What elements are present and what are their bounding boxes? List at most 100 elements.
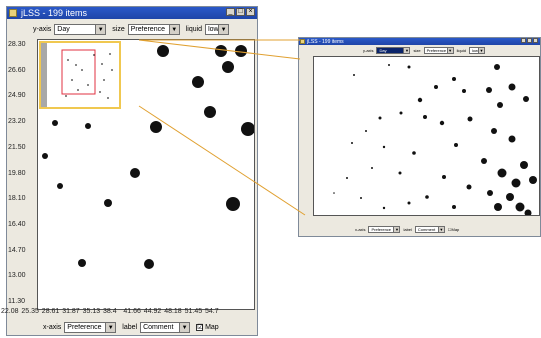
minimap-point: [109, 53, 111, 55]
zoom-x-axis-select[interactable]: Preference ▼: [368, 226, 401, 233]
zoom-data-point[interactable]: [398, 171, 402, 175]
zoom-data-point[interactable]: [452, 205, 456, 209]
zoom-data-point[interactable]: [515, 202, 525, 212]
zoom-scatter-plot[interactable]: [313, 56, 540, 216]
zoom-data-point[interactable]: [481, 158, 487, 164]
data-point[interactable]: [144, 259, 154, 269]
zoom-data-point[interactable]: [524, 209, 532, 216]
y-tick-label: 18.10: [8, 195, 26, 203]
main-scatter-plot[interactable]: [37, 39, 255, 310]
zoom-data-point[interactable]: [442, 175, 446, 179]
zoom-data-point[interactable]: [467, 116, 473, 122]
data-point[interactable]: [57, 183, 63, 189]
x-tick-label: 44.92: [143, 308, 162, 315]
zoom-data-point[interactable]: [439, 120, 445, 126]
zoom-data-point[interactable]: [497, 102, 503, 108]
data-point[interactable]: [235, 45, 247, 57]
zoom-data-point[interactable]: [353, 74, 355, 76]
zoom-data-point[interactable]: [371, 167, 373, 169]
maximize-button[interactable]: □: [236, 8, 245, 16]
zoom-data-point[interactable]: [378, 116, 382, 120]
minimap-point: [77, 89, 79, 91]
zoom-data-point[interactable]: [466, 184, 472, 190]
zoom-data-point[interactable]: [417, 97, 423, 103]
x-axis-select[interactable]: Preference ▼: [64, 322, 117, 333]
zoom-data-point[interactable]: [346, 177, 348, 179]
minimap-point: [87, 84, 89, 86]
zoom-data-point[interactable]: [360, 197, 362, 199]
data-point[interactable]: [204, 106, 216, 118]
zoom-label-select[interactable]: Comment ▼: [414, 226, 445, 233]
size-select[interactable]: Preference ▼: [127, 24, 180, 35]
zoom-size-select[interactable]: Preference ▼: [423, 47, 454, 54]
data-point[interactable]: [150, 121, 162, 133]
zoom-map-checkbox[interactable]: ☐: [447, 227, 452, 232]
zoom-data-point[interactable]: [454, 143, 458, 147]
zoom-data-point[interactable]: [491, 128, 497, 134]
zoom-data-point[interactable]: [462, 89, 466, 93]
data-point[interactable]: [215, 45, 227, 57]
data-point[interactable]: [241, 122, 254, 136]
zoom-y-axis-label: y-axis: [363, 48, 374, 53]
close-button[interactable]: ×: [246, 8, 255, 16]
zoom-data-point[interactable]: [529, 176, 537, 184]
map-checkbox[interactable]: ☑: [196, 324, 204, 331]
zoom-data-point[interactable]: [497, 168, 507, 178]
data-point[interactable]: [130, 168, 140, 178]
chevron-down-icon: ▼: [477, 48, 484, 53]
data-point[interactable]: [52, 120, 58, 126]
window-controls: _ □ ×: [226, 8, 255, 16]
minimize-button[interactable]: _: [226, 8, 235, 16]
zoom-data-point[interactable]: [452, 77, 456, 81]
zoom-data-point[interactable]: [523, 96, 529, 102]
zoom-data-point[interactable]: [511, 178, 521, 188]
zoom-data-point[interactable]: [434, 85, 438, 89]
label-select[interactable]: Comment ▼: [140, 322, 191, 333]
data-point[interactable]: [226, 197, 240, 211]
data-point[interactable]: [42, 153, 48, 159]
data-point[interactable]: [104, 199, 112, 207]
data-point[interactable]: [157, 45, 169, 57]
zoom-data-point[interactable]: [407, 65, 411, 69]
zoom-data-point[interactable]: [520, 161, 528, 169]
zoom-liquid-select[interactable]: low ▼: [468, 47, 485, 54]
close-button[interactable]: [533, 38, 538, 43]
zoom-data-point[interactable]: [382, 145, 386, 149]
data-point[interactable]: [192, 76, 204, 88]
zoom-data-point[interactable]: [399, 111, 403, 115]
map-checkbox-label: Map: [205, 324, 219, 331]
minimize-button[interactable]: [521, 38, 526, 43]
data-point[interactable]: [222, 61, 234, 73]
data-point[interactable]: [78, 259, 86, 267]
size-label: size: [112, 26, 125, 33]
zoom-y-axis-select[interactable]: Day ▼: [376, 47, 411, 54]
chevron-down-icon: ▼: [403, 48, 410, 53]
chevron-down-icon: ▼: [168, 25, 179, 34]
liquid-select[interactable]: low ▼: [205, 24, 230, 35]
zoom-titlebar[interactable]: jLSS - 199 items: [299, 38, 540, 45]
zoom-data-point[interactable]: [486, 87, 492, 93]
zoom-data-point[interactable]: [351, 142, 353, 144]
minimap-viewport[interactable]: [61, 49, 96, 95]
zoom-data-point[interactable]: [412, 151, 416, 155]
zoom-data-point[interactable]: [487, 190, 493, 196]
zoom-data-point[interactable]: [365, 130, 367, 132]
zoom-data-point[interactable]: [508, 83, 516, 91]
zoom-data-point[interactable]: [425, 195, 429, 199]
zoom-data-point[interactable]: [423, 115, 427, 119]
data-point[interactable]: [85, 123, 91, 129]
y-axis-select[interactable]: Day ▼: [54, 24, 107, 35]
zoom-data-point[interactable]: [506, 193, 514, 201]
zoom-data-point[interactable]: [494, 64, 500, 70]
main-titlebar[interactable]: jLSS - 199 items _ □ ×: [7, 7, 257, 19]
zoom-data-point[interactable]: [407, 201, 411, 205]
zoom-data-point[interactable]: [382, 206, 386, 210]
maximize-button[interactable]: [527, 38, 532, 43]
y-tick-label: 13.00: [8, 272, 26, 280]
zoom-data-point[interactable]: [494, 203, 502, 211]
zoom-data-point[interactable]: [388, 64, 390, 66]
minimap-scrollbar[interactable]: [41, 43, 47, 107]
minimap[interactable]: [39, 41, 121, 109]
zoom-data-point[interactable]: [508, 135, 516, 143]
zoom-data-point[interactable]: [333, 192, 335, 194]
